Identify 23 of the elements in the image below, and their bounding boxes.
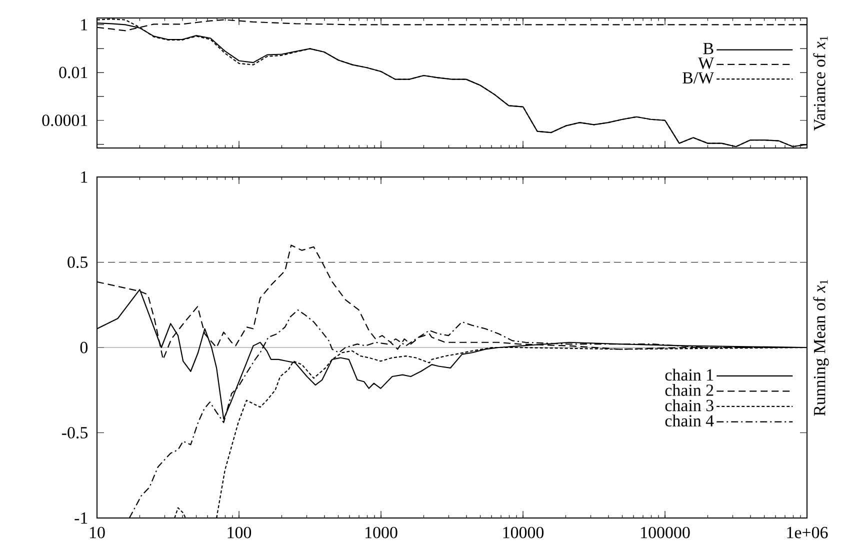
y-tick-label: 0.5 xyxy=(68,256,88,268)
y-axis-title: Variance of x$_{1}$ xyxy=(813,36,828,131)
x-tick-label: 10 xyxy=(90,526,105,538)
y-tick-label: 1 xyxy=(81,19,88,30)
x-tick-label: 100 xyxy=(228,526,252,538)
legend-label: chain 1 xyxy=(665,368,714,381)
legend-label: B xyxy=(703,42,714,54)
legend-label: chain 2 xyxy=(665,384,714,396)
y-axis-title: Running Mean of x$_{1}$ xyxy=(813,280,829,416)
x-tick-label: 1000 xyxy=(366,526,398,538)
x-tick-label: 10000 xyxy=(503,526,544,538)
legend-label: chain 4 xyxy=(665,414,714,427)
y-tick-label: 1 xyxy=(81,171,88,183)
legend-label: chain 3 xyxy=(665,399,714,412)
legend-label: W xyxy=(698,58,714,69)
y-tick-label: 0.01 xyxy=(59,66,88,78)
x-tick-label: 100000 xyxy=(641,526,690,538)
y-tick-label: 0 xyxy=(80,342,88,354)
y-tick-label: -0.5 xyxy=(62,426,88,438)
x-tick-label: 1e+06 xyxy=(787,526,828,538)
y-tick-label: 0.0001 xyxy=(42,114,88,126)
legend-label: B/W xyxy=(682,72,714,84)
y-tick-label: -1 xyxy=(74,512,88,524)
